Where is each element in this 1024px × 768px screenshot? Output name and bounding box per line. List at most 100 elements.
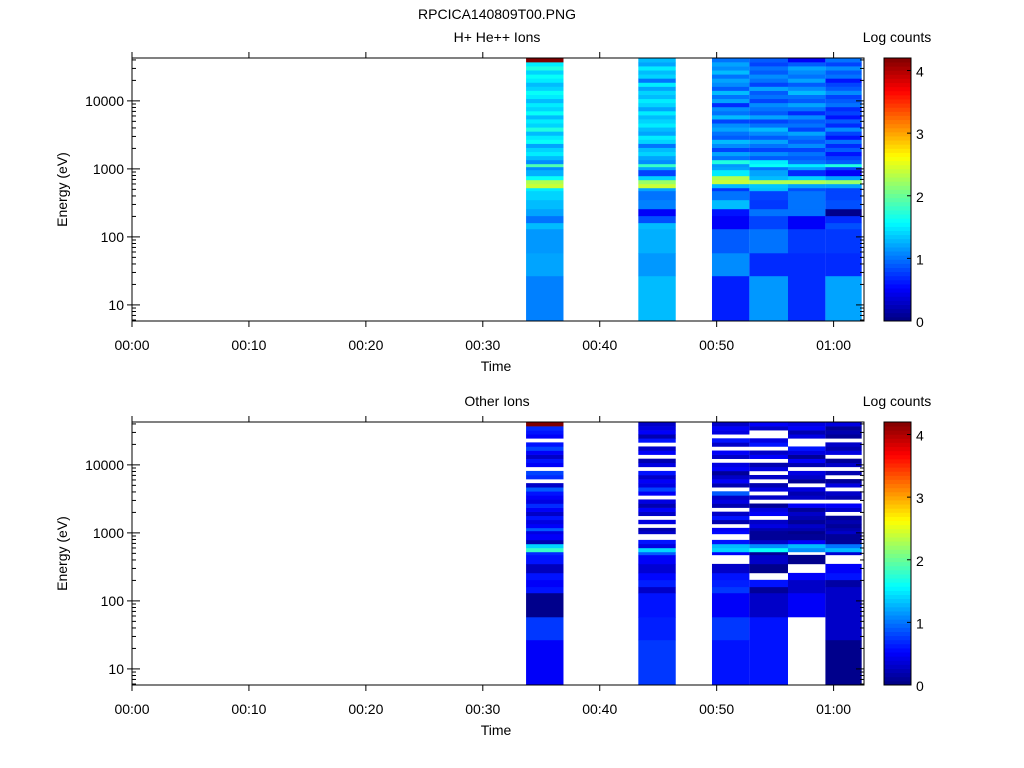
spectrogram-cell [749,110,788,116]
spectrogram-cell [749,66,788,71]
spectrogram-cell [711,572,750,581]
spectrogram-cell [526,572,564,581]
spectrogram-cell [749,454,788,459]
spectrogram-cell [749,551,788,556]
spectrogram-cell [825,275,862,322]
spectrogram-cell [825,462,862,468]
spectrogram-cell [526,159,564,165]
spectrogram-cell [711,78,750,83]
spectrogram-cell [638,102,676,108]
spectrogram-cell [711,187,750,192]
spectrogram-cell [711,466,750,472]
spectrogram-cell [526,547,564,553]
spectrogram-cell [638,511,676,517]
panel-title: Other Ions [464,393,529,409]
spectrogram-cell [787,222,826,230]
spectrogram-cell [526,82,564,87]
spectrogram-cell [638,115,676,120]
spectrogram-cell [526,123,564,128]
colorbar-label: Log counts [863,393,932,409]
colorbar-swatch [884,627,911,632]
colorbar-frame [883,57,912,322]
spectrogram-cell [526,102,564,108]
spectrogram-cell [787,86,826,91]
spectrogram-cell [825,94,862,100]
spectrogram-cell [638,139,676,144]
spectrogram-cell [638,474,676,480]
spectrogram-cell [526,639,564,686]
spectrogram-cell [526,131,564,136]
spectrogram-cell [711,119,750,124]
spectrogram-cell [638,483,676,488]
colorbar-swatch [884,652,911,657]
spectrogram-cell [749,616,788,641]
spectrogram-cell [749,639,788,686]
spectrogram-cell [711,143,750,148]
spectrogram-cell [787,94,826,100]
spectrogram-cell [749,511,788,517]
spectrogram-cell [787,183,826,189]
spectrogram-cell [749,466,788,472]
spectrogram-cell [749,462,788,468]
spectrogram-cell [749,127,788,132]
spectrogram-cell [749,86,788,91]
y-tick-label: 100 [101,593,125,609]
spectrogram-cell [787,519,826,525]
x-tick-label: 00:10 [231,701,266,717]
spectrogram-cell [787,58,826,63]
spectrogram-cell [749,175,788,181]
spectrogram-cell [825,507,862,512]
spectrogram-cell [825,530,862,535]
spectrogram-cell [825,147,862,153]
spectrogram-cell [711,483,750,488]
spectrogram-cell [526,579,564,588]
spectrogram-cell [749,70,788,75]
colorbar-swatch [884,218,911,223]
spectrogram-cell [749,586,788,594]
spectrogram-cell [787,470,826,476]
spectrogram-cell [638,507,676,512]
colorbar-swatch [884,512,911,517]
colorbar-swatch [884,656,911,661]
spectrogram-cell [638,519,676,525]
spectrogram-cell [787,586,826,594]
spectrogram-cell [825,78,862,83]
spectrogram-cell [711,454,750,459]
spectrogram-cell [638,131,676,136]
spectrogram-cell [526,110,564,116]
spectrogram-cell [711,462,750,468]
spectrogram-cell [787,491,826,496]
spectrogram-cell [749,487,788,492]
colorbar-swatch [884,426,911,431]
spectrogram-cell [825,131,862,136]
y-tick-label: 10 [108,297,124,313]
colorbar-swatch [884,602,911,608]
spectrogram-cell [526,62,564,67]
spectrogram-cell [638,551,676,556]
spectrogram-cell [711,166,750,171]
spectrogram-cell [638,503,676,508]
spectrogram-cell [787,74,826,79]
spectrogram-cell [787,102,826,108]
spectrogram-cell [825,616,862,641]
spectrogram-cell [711,175,750,181]
spectrogram-cell [787,503,826,508]
spectrogram-cell [787,592,826,618]
spectrogram-cell [825,119,862,124]
spectrogram-cell [711,543,750,549]
colorbar-tick-label: 2 [916,189,924,205]
spectrogram-cell [526,179,564,185]
spectrogram-cell [526,450,564,455]
spectrogram-cell [825,479,862,484]
spectrogram-cell [749,119,788,124]
colorbar-swatch [884,524,911,530]
colorbar-tick-label: 4 [916,64,924,80]
spectrogram-cell [526,66,564,71]
spectrogram-cell [526,470,564,476]
spectrogram-cell [526,58,564,63]
spectrogram-cell [749,422,788,427]
spectrogram-cell [749,530,788,535]
spectrogram-cell [638,199,676,210]
spectrogram-cell [825,183,862,189]
colorbar-swatch [884,103,911,108]
